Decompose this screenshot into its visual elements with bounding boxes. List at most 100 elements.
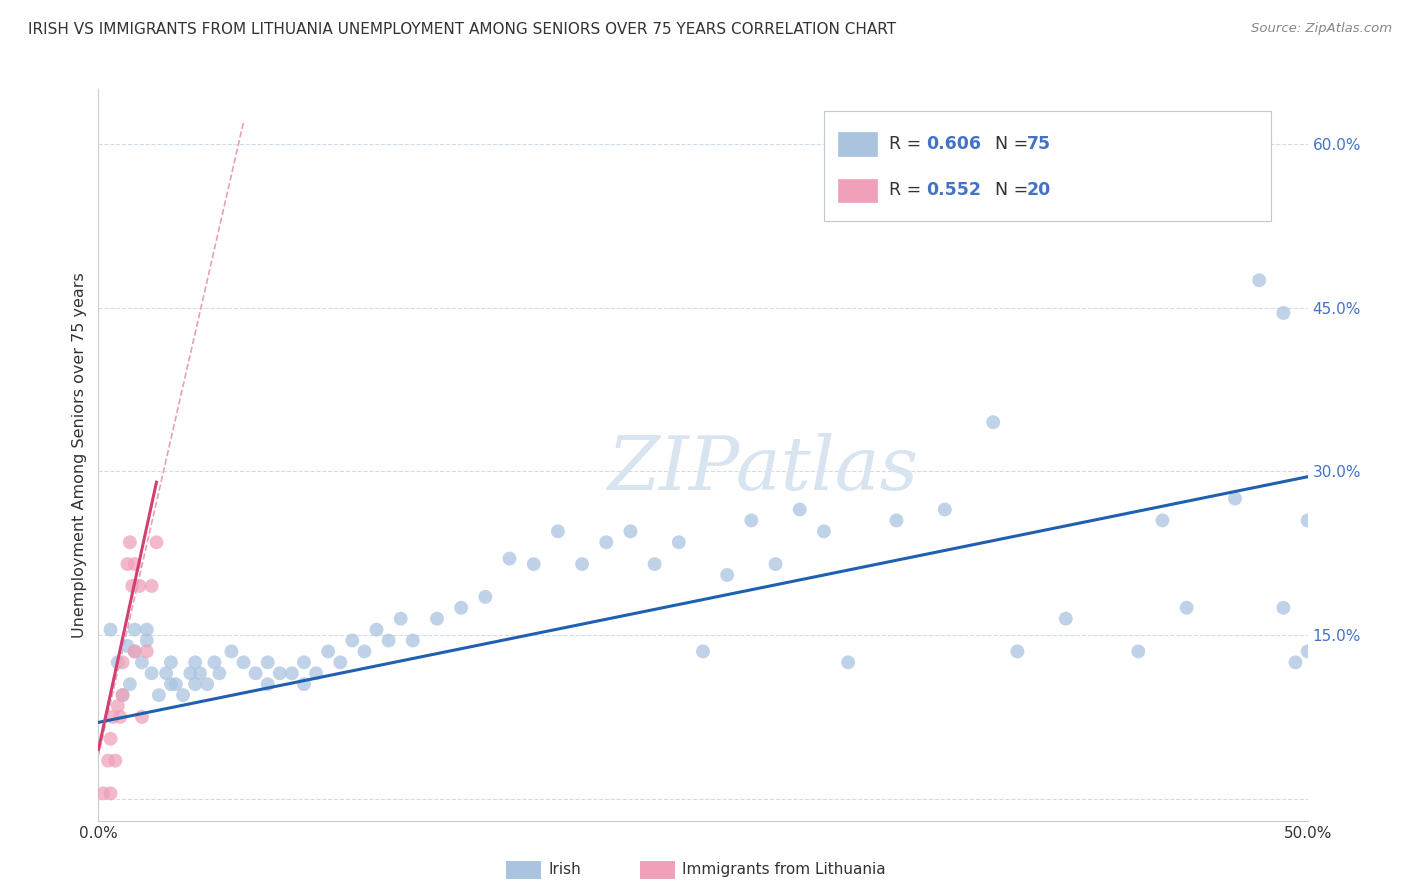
Point (305, 666, 328, 681)
Point (377, 633, 399, 648)
Point (256, 677, 278, 691)
Point (141, 579, 163, 593)
Point (1223, 491, 1246, 506)
Text: 20: 20 (1026, 181, 1050, 199)
Text: R =: R = (889, 181, 927, 199)
Point (716, 568, 738, 582)
Point (91, 786, 114, 800)
Point (118, 677, 141, 691)
Text: Irish: Irish (548, 863, 581, 877)
Text: IRISH VS IMMIGRANTS FROM LITHUANIA UNEMPLOYMENT AMONG SENIORS OVER 75 YEARS CORR: IRISH VS IMMIGRANTS FROM LITHUANIA UNEMP… (28, 22, 896, 37)
Point (179, 666, 201, 681)
Point (981, 415, 1004, 429)
Point (160, 677, 183, 691)
Text: N =: N = (984, 135, 1033, 153)
Point (1284, 656, 1306, 670)
Text: 75: 75 (1026, 135, 1050, 153)
Point (1272, 600, 1295, 615)
Point (547, 524, 569, 539)
Point (107, 656, 129, 670)
Point (131, 656, 153, 670)
Point (184, 656, 207, 670)
Point (145, 535, 167, 549)
Point (342, 633, 364, 648)
Point (256, 656, 278, 670)
Point (172, 688, 194, 702)
Point (1175, 600, 1198, 615)
Point (1249, 273, 1271, 287)
Point (97, 754, 120, 768)
Point (644, 557, 666, 571)
Point (195, 677, 218, 691)
Point (124, 644, 146, 658)
Point (765, 557, 787, 571)
Point (104, 754, 127, 768)
Point (269, 666, 291, 681)
Point (595, 535, 617, 549)
Point (813, 524, 835, 539)
Point (124, 623, 146, 637)
Point (208, 666, 231, 681)
Text: 0.606: 0.606 (927, 135, 981, 153)
Point (188, 666, 211, 681)
Point (101, 710, 124, 724)
Point (1296, 513, 1319, 527)
Point (619, 524, 641, 539)
Point (160, 656, 183, 670)
Point (100, 786, 122, 800)
Point (523, 557, 546, 571)
Point (184, 677, 207, 691)
Point (292, 656, 315, 670)
Point (389, 612, 412, 626)
Point (111, 656, 134, 670)
Point (100, 623, 122, 637)
Text: N =: N = (984, 181, 1033, 199)
Point (128, 579, 150, 593)
Point (426, 612, 449, 626)
Point (1007, 644, 1029, 658)
Point (135, 633, 157, 648)
Y-axis label: Unemployment Among Seniors over 75 years: Unemployment Among Seniors over 75 years (72, 272, 87, 638)
Point (165, 677, 187, 691)
Point (135, 623, 157, 637)
Point (692, 644, 714, 658)
Point (316, 644, 339, 658)
Point (474, 590, 496, 604)
Point (221, 644, 243, 658)
Point (789, 502, 811, 516)
Point (668, 535, 690, 549)
Text: Source: ZipAtlas.com: Source: ZipAtlas.com (1251, 22, 1392, 36)
Point (131, 710, 153, 724)
Text: ZIPatlas: ZIPatlas (607, 434, 920, 506)
Point (204, 656, 226, 670)
Point (498, 551, 520, 566)
Text: R =: R = (889, 135, 927, 153)
Point (232, 656, 254, 670)
Point (100, 731, 122, 746)
Point (886, 513, 908, 527)
Point (148, 688, 170, 702)
Point (450, 600, 472, 615)
Point (571, 557, 593, 571)
Point (934, 502, 956, 516)
Point (108, 710, 131, 724)
Text: Immigrants from Lithuania: Immigrants from Lithuania (682, 863, 886, 877)
Point (1152, 513, 1174, 527)
Point (1296, 644, 1319, 658)
Point (366, 623, 388, 637)
Point (121, 579, 143, 593)
Point (1128, 644, 1150, 658)
Text: 0.552: 0.552 (927, 181, 981, 199)
Point (141, 666, 163, 681)
Point (353, 644, 375, 658)
Point (292, 677, 315, 691)
Point (135, 644, 157, 658)
Point (155, 666, 177, 681)
Point (740, 513, 762, 527)
Point (124, 557, 146, 571)
Point (329, 656, 352, 670)
Point (281, 666, 304, 681)
Point (111, 688, 134, 702)
Point (118, 535, 141, 549)
Point (107, 698, 129, 713)
